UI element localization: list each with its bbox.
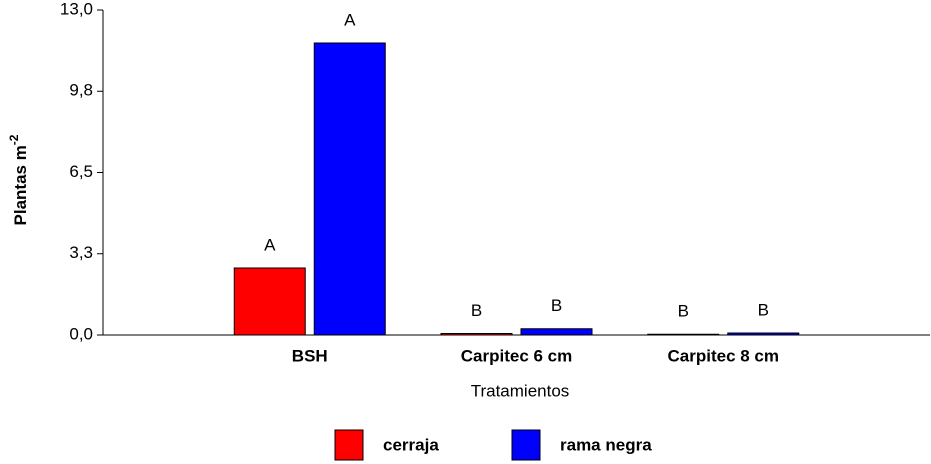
legend-swatch	[511, 429, 541, 461]
bar-annotation: B	[678, 302, 689, 321]
bar	[520, 328, 593, 336]
x-tick-label: Carpitec 6 cm	[461, 346, 573, 365]
bar	[233, 267, 306, 336]
legend-label: rama negra	[560, 435, 652, 454]
bar-annotation: B	[758, 300, 769, 319]
y-axis-label: Plantas m-2	[7, 134, 30, 225]
y-axis-label-superscript: -2	[7, 134, 21, 145]
bar-annotation: A	[344, 10, 356, 29]
bar	[440, 333, 513, 336]
x-tick-label: BSH	[292, 346, 328, 365]
y-tick-label: 0,0	[69, 324, 93, 343]
bar-annotation: B	[551, 296, 562, 315]
bar-annotation: B	[471, 301, 482, 320]
legend-label: cerraja	[383, 435, 439, 454]
x-tick-label: Carpitec 8 cm	[668, 346, 780, 365]
y-tick-label: 3,3	[69, 243, 93, 262]
y-tick-label: 6,5	[69, 162, 93, 181]
y-axis-label-text: Plantas m	[11, 145, 30, 225]
bar	[313, 42, 386, 336]
bar-annotation: A	[264, 235, 276, 254]
bar	[727, 332, 800, 336]
y-tick-label: 13,0	[60, 0, 93, 18]
legend-swatch	[334, 429, 364, 461]
bar	[647, 333, 720, 336]
x-axis-label: Tratamientos	[471, 381, 570, 400]
y-tick-label: 9,8	[69, 81, 93, 100]
